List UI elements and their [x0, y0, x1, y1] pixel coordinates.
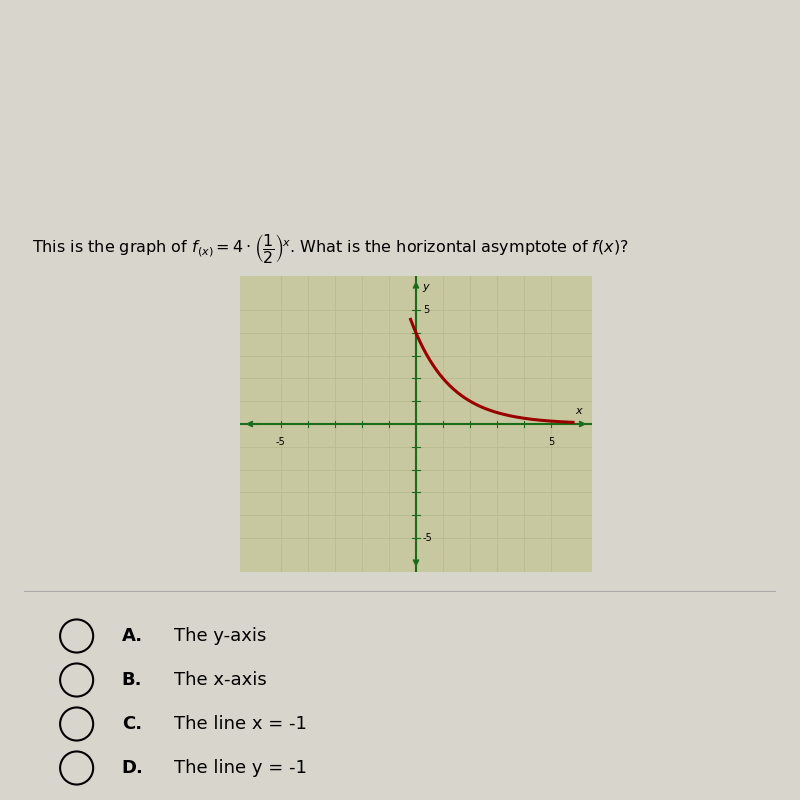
Text: A.: A. — [122, 627, 143, 645]
Text: x: x — [575, 406, 582, 416]
Text: The x-axis: The x-axis — [174, 671, 267, 689]
Text: 5: 5 — [548, 437, 554, 446]
Text: C.: C. — [122, 715, 142, 733]
Text: 5: 5 — [422, 305, 429, 315]
Text: y: y — [422, 282, 430, 292]
Text: D.: D. — [122, 759, 144, 777]
Text: The line x = -1: The line x = -1 — [174, 715, 307, 733]
Text: The line y = -1: The line y = -1 — [174, 759, 307, 777]
Text: This is the graph of $f_{(x)} = 4 \cdot \left(\dfrac{1}{2}\right)^{\!x}$. What i: This is the graph of $f_{(x)} = 4 \cdot … — [32, 232, 629, 265]
Text: -5: -5 — [276, 437, 286, 446]
Text: The y-axis: The y-axis — [174, 627, 266, 645]
Text: -5: -5 — [422, 533, 433, 543]
Text: B.: B. — [122, 671, 142, 689]
